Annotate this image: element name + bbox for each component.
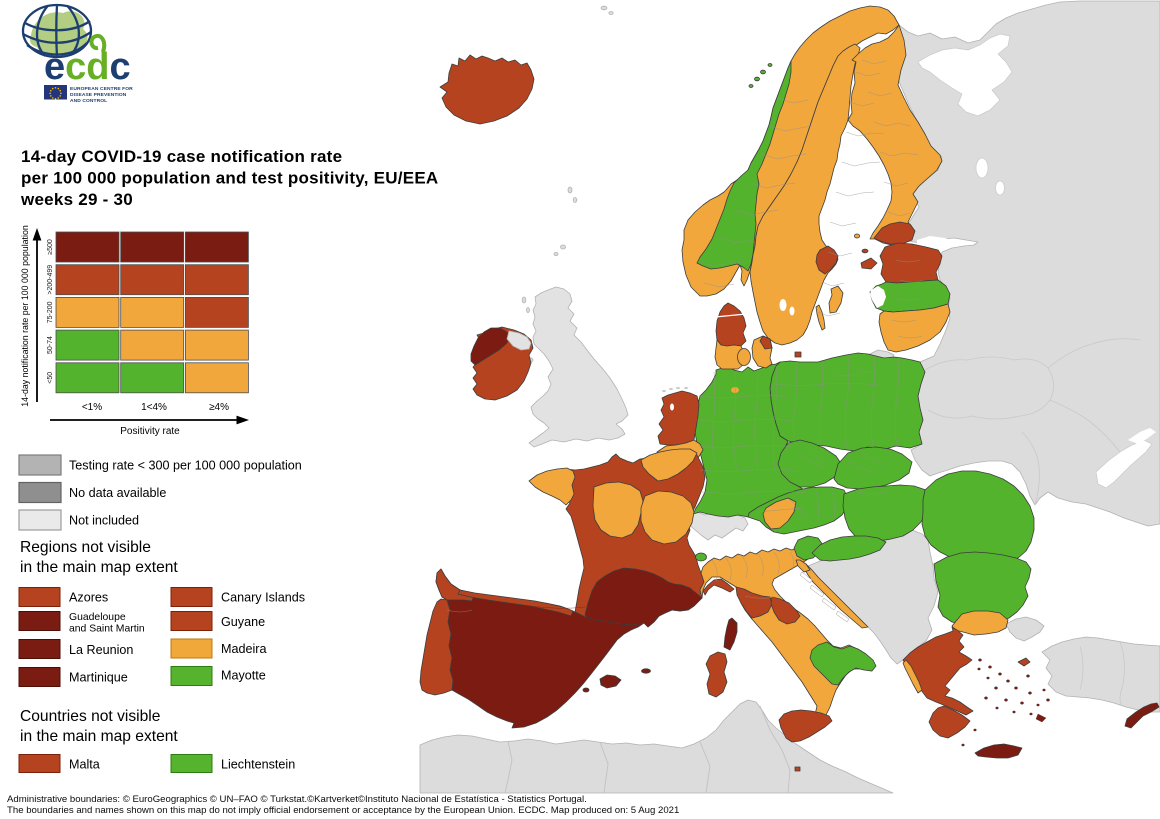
svg-text:The boundaries and names shown: The boundaries and names shown on this m… — [7, 805, 679, 816]
svg-text:AND CONTROL: AND CONTROL — [70, 98, 107, 104]
svg-text:Liechtenstein: Liechtenstein — [221, 758, 295, 772]
svg-text:14-day notification rate per 1: 14-day notification rate per 100 000 pop… — [20, 225, 30, 407]
svg-text:14-day COVID-19 case notificat: 14-day COVID-19 case notification rate — [21, 147, 342, 166]
svg-text:Countries not visible: Countries not visible — [20, 708, 160, 725]
svg-text:Azores: Azores — [69, 591, 108, 605]
svg-text:≥4%: ≥4% — [209, 402, 229, 413]
svg-text:<1%: <1% — [82, 402, 102, 413]
svg-text:Testing rate < 300 per 100 000: Testing rate < 300 per 100 000 populatio… — [69, 459, 302, 473]
svg-text:DISEASE PREVENTION: DISEASE PREVENTION — [70, 92, 127, 98]
svg-text:Malta: Malta — [69, 758, 100, 772]
svg-text:in the main map extent: in the main map extent — [20, 559, 178, 576]
svg-text:per 100 000 population and tes: per 100 000 population and test positivi… — [21, 169, 438, 188]
svg-text:Mayotte: Mayotte — [221, 669, 266, 683]
svg-text:No data available: No data available — [69, 486, 166, 500]
svg-text:75-200: 75-200 — [47, 301, 54, 323]
svg-text:1<4%: 1<4% — [141, 402, 167, 413]
svg-text:Administrative boundaries: © E: Administrative boundaries: © EuroGeograp… — [7, 794, 587, 805]
svg-text:ecdc: ecdc — [44, 46, 131, 88]
svg-text:EUROPEAN CENTRE FOR: EUROPEAN CENTRE FOR — [70, 86, 133, 92]
svg-text:Not included: Not included — [69, 514, 139, 528]
svg-text:>200-499: >200-499 — [47, 265, 54, 295]
svg-text:50-74: 50-74 — [47, 336, 54, 354]
svg-text:Guadeloupe: Guadeloupe — [69, 612, 126, 623]
svg-text:<50: <50 — [47, 372, 54, 384]
svg-text:Canary Islands: Canary Islands — [221, 591, 305, 605]
svg-text:La Reunion: La Reunion — [69, 643, 133, 657]
svg-text:Madeira: Madeira — [221, 642, 267, 656]
svg-text:Guyane: Guyane — [221, 615, 265, 629]
svg-text:≥500: ≥500 — [47, 239, 54, 255]
svg-text:weeks 29 - 30: weeks 29 - 30 — [20, 190, 133, 209]
svg-text:Martinique: Martinique — [69, 671, 128, 685]
svg-text:and Saint Martin: and Saint Martin — [69, 624, 145, 635]
svg-text:in the main map extent: in the main map extent — [20, 728, 178, 745]
svg-text:Regions not visible: Regions not visible — [20, 539, 151, 556]
svg-text:Positivity rate: Positivity rate — [120, 426, 180, 437]
